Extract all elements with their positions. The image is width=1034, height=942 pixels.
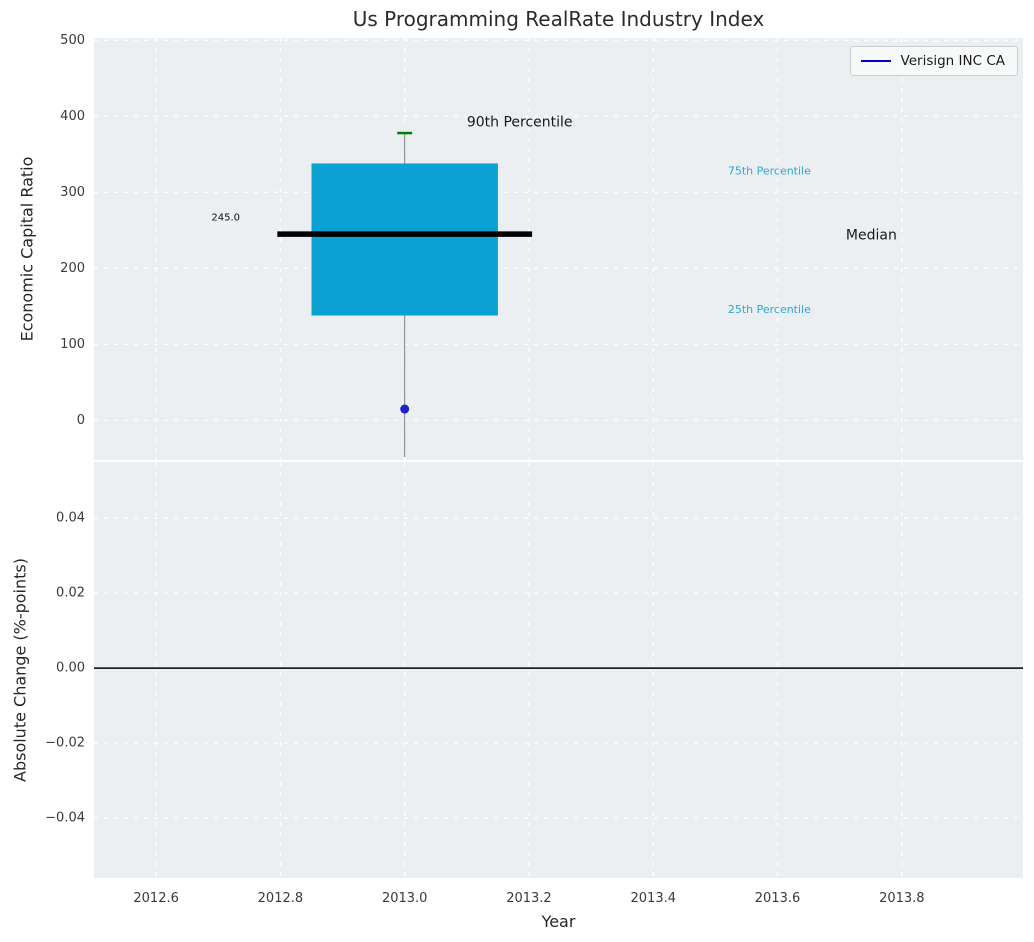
annotation: 25th Percentile [728, 303, 811, 316]
x-tick-label: 2013.8 [879, 891, 925, 906]
top-y-tick-label: 400 [60, 109, 85, 124]
top-axes-background [94, 38, 1023, 460]
data-point [400, 404, 410, 414]
annotation: 245.0 [211, 213, 240, 224]
bottom-y-tick-label: 0.02 [56, 586, 85, 601]
top-y-axis-label: Economic Capital Ratio [17, 156, 37, 342]
x-tick-label: 2012.6 [133, 891, 179, 906]
x-tick-label: 2013.2 [506, 891, 552, 906]
annotation: 75th Percentile [728, 165, 811, 178]
annotation: 90th Percentile [467, 114, 573, 130]
bottom-y-tick-label: 0.00 [56, 661, 85, 676]
legend-line-sample [860, 60, 891, 62]
x-tick-label: 2013.0 [382, 891, 428, 906]
iqr-box [311, 163, 498, 316]
top-y-tick-label: 300 [60, 185, 85, 200]
x-axis-label: Year [541, 912, 576, 931]
chart-title: Us Programming RealRate Industry Index [352, 7, 765, 31]
top-y-tick-label: 0 [77, 413, 85, 428]
bottom-y-tick-label: 0.04 [56, 511, 85, 526]
legend: Verisign INC CA [849, 46, 1018, 76]
top-y-tick-label: 500 [60, 33, 85, 48]
bottom-y-tick-label: −0.04 [45, 811, 85, 826]
x-tick-label: 2012.8 [258, 891, 304, 906]
bottom-y-tick-label: −0.02 [45, 736, 85, 751]
bottom-axes-background [94, 462, 1023, 878]
legend-label: Verisign INC CA [900, 53, 1005, 69]
x-tick-label: 2013.6 [755, 891, 801, 906]
top-y-tick-label: 200 [60, 261, 85, 276]
bottom-y-axis-label: Absolute Change (%-points) [10, 558, 30, 782]
annotation: Median [846, 228, 897, 244]
top-y-tick-label: 100 [60, 337, 85, 352]
x-tick-label: 2013.4 [631, 891, 677, 906]
